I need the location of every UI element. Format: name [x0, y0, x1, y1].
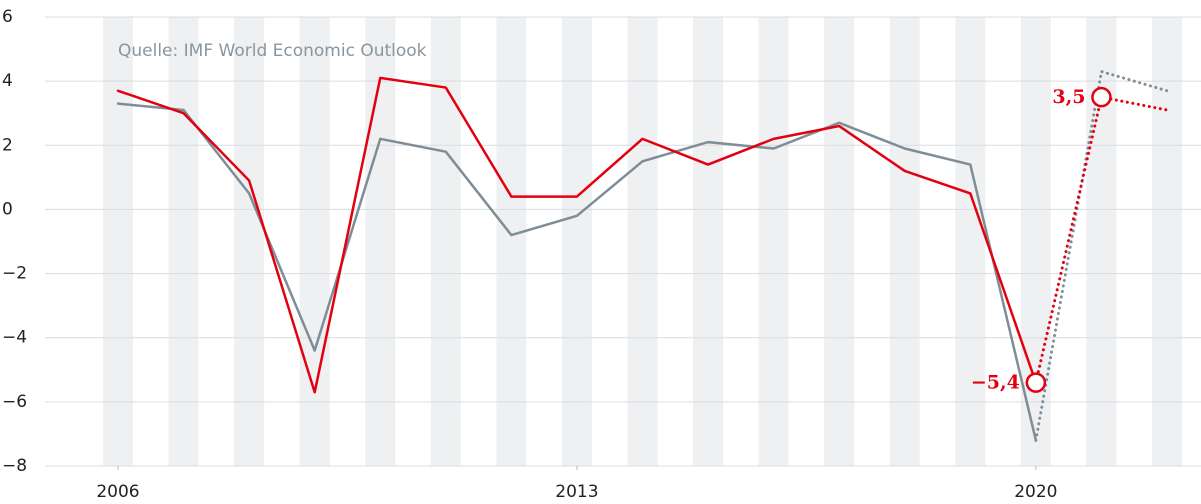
- series-line: [116, 102, 1038, 442]
- y-tick-label: −6: [2, 392, 27, 412]
- y-tick-label: 2: [2, 135, 13, 155]
- year-stripe: [561, 17, 592, 466]
- year-stripe: [430, 17, 461, 466]
- year-stripe: [955, 17, 986, 466]
- year-stripe: [889, 17, 920, 466]
- x-tick-label: 2020: [1014, 482, 1057, 502]
- series-line: [116, 76, 1038, 394]
- x-tick-label: 2006: [96, 482, 139, 502]
- stripes: [103, 17, 1182, 466]
- year-stripe: [824, 17, 855, 466]
- y-tick-label: 4: [2, 71, 13, 91]
- y-tick-label: −2: [2, 264, 27, 284]
- y-tick-label: −8: [2, 456, 27, 476]
- year-stripe: [234, 17, 265, 466]
- series-line: [1034, 70, 1169, 442]
- year-stripe: [168, 17, 199, 466]
- year-stripe: [365, 17, 396, 466]
- series-line: [1034, 95, 1169, 385]
- y-tick-label: −4: [2, 328, 27, 348]
- year-stripe: [627, 17, 658, 466]
- value-label: −5,4: [971, 372, 1020, 394]
- x-tick-label: 2013: [555, 482, 598, 502]
- grid: [45, 16, 1201, 467]
- year-stripe: [496, 17, 527, 466]
- point-marker: [1091, 86, 1112, 108]
- year-stripe: [299, 17, 330, 466]
- year-stripe: [1152, 17, 1182, 466]
- source-note: Quelle: IMF World Economic Outlook: [118, 41, 427, 61]
- year-stripe: [758, 17, 789, 466]
- year-stripe: [103, 17, 133, 466]
- y-tick-label: 0: [2, 199, 13, 219]
- year-stripe: [1086, 17, 1117, 466]
- year-stripe: [693, 17, 724, 466]
- y-tick-label: 6: [2, 7, 13, 27]
- point-marker: [1025, 372, 1047, 393]
- value-label: 3,5: [1052, 86, 1085, 108]
